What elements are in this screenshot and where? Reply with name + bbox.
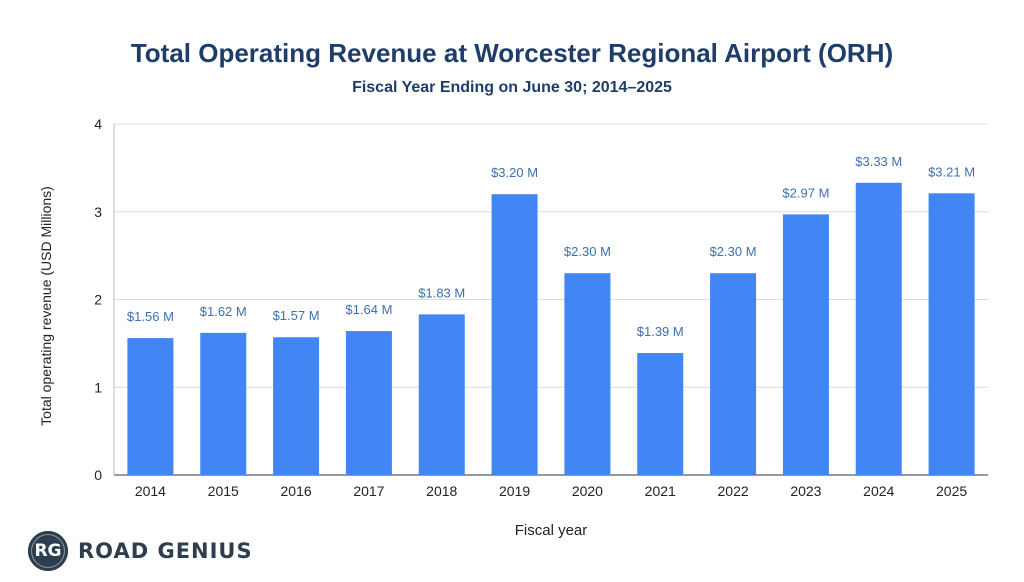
bar-2017 bbox=[345, 331, 392, 475]
data-label: $1.57 M bbox=[273, 308, 320, 323]
data-label: $2.30 M bbox=[710, 244, 757, 259]
data-label: $3.33 M bbox=[855, 154, 902, 169]
bar-2015 bbox=[200, 332, 247, 475]
bar-2024 bbox=[855, 182, 902, 476]
y-tick-label: 0 bbox=[94, 467, 102, 483]
x-tick-label: 2022 bbox=[718, 483, 749, 499]
gridlines bbox=[113, 123, 988, 476]
x-tick-label: 2023 bbox=[790, 483, 821, 499]
x-tick-label: 2025 bbox=[936, 483, 967, 499]
data-label: $2.97 M bbox=[782, 185, 829, 200]
bar-2023 bbox=[782, 214, 829, 475]
bar-2019 bbox=[491, 194, 538, 475]
x-tick-label: 2019 bbox=[499, 483, 530, 499]
x-tick-label: 2024 bbox=[863, 483, 894, 499]
x-axis-ticks: 2014 2015 2016 2017 2018 2019 2020 2021 2022 2023… bbox=[135, 483, 968, 499]
data-label: $1.83 M bbox=[418, 285, 465, 300]
data-label: $2.30 M bbox=[564, 244, 611, 259]
brand-badge: RG bbox=[28, 531, 68, 571]
x-tick-label: 2018 bbox=[426, 483, 457, 499]
data-label: $1.64 M bbox=[345, 302, 392, 317]
data-label: $3.20 M bbox=[491, 165, 538, 180]
bar-2018 bbox=[418, 314, 465, 475]
y-tick-label: 2 bbox=[94, 292, 102, 308]
bar-2021 bbox=[637, 353, 684, 475]
x-axis-label: Fiscal year bbox=[515, 522, 588, 539]
x-tick-label: 2021 bbox=[645, 483, 676, 499]
brand-name: ROAD GENIUS bbox=[78, 539, 253, 563]
bar-2014 bbox=[127, 338, 174, 475]
bars bbox=[127, 182, 975, 476]
y-axis-label: Total operating revenue (USD Millions) bbox=[38, 186, 54, 426]
y-tick-label: 4 bbox=[94, 116, 102, 132]
data-labels: $1.56 M $1.62 M $1.57 M $1.64 M $1.83 M $3.20… bbox=[127, 154, 975, 339]
y-axis-ticks: 0 1 2 3 4 bbox=[94, 116, 102, 483]
bar-2025 bbox=[928, 193, 975, 475]
y-tick-label: 1 bbox=[94, 379, 102, 395]
x-tick-label: 2014 bbox=[135, 483, 166, 499]
chart-title: Total Operating Revenue at Worcester Reg… bbox=[130, 38, 894, 68]
x-tick-label: 2016 bbox=[281, 483, 312, 499]
x-tick-label: 2015 bbox=[208, 483, 239, 499]
x-tick-label: 2020 bbox=[572, 483, 603, 499]
bar-2022 bbox=[710, 273, 757, 475]
bar-2020 bbox=[564, 273, 611, 475]
data-label: $1.56 M bbox=[127, 309, 174, 324]
x-tick-label: 2017 bbox=[353, 483, 384, 499]
bar-2016 bbox=[273, 337, 320, 475]
brand-logo: RG ROAD GENIUS bbox=[28, 530, 253, 572]
chart-subtitle: Fiscal Year Ending on June 30; 2014–2025 bbox=[352, 79, 672, 96]
data-label: $1.62 M bbox=[200, 304, 247, 319]
data-label: $3.21 M bbox=[928, 164, 975, 179]
y-tick-label: 3 bbox=[94, 204, 102, 220]
data-label: $1.39 M bbox=[637, 324, 684, 339]
